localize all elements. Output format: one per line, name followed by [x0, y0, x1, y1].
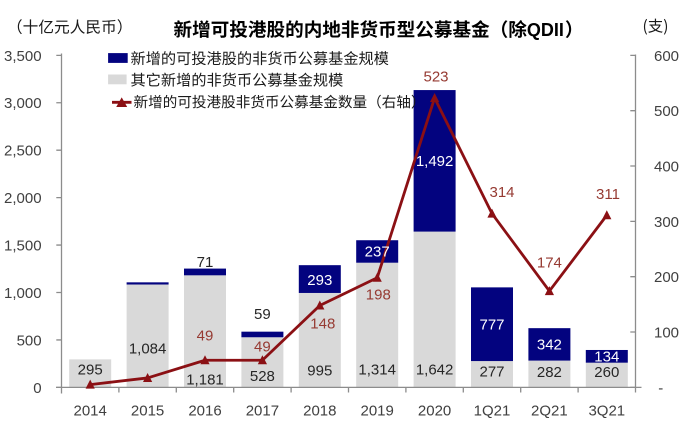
svg-text:500: 500 — [17, 332, 42, 349]
svg-text:1,181: 1,181 — [186, 371, 224, 388]
svg-text:293: 293 — [307, 272, 332, 289]
svg-text:260: 260 — [594, 364, 619, 381]
svg-text:198: 198 — [366, 287, 391, 304]
svg-text:3,500: 3,500 — [4, 48, 42, 65]
svg-text:1,642: 1,642 — [416, 361, 454, 378]
svg-text:QDII: QDII — [527, 20, 564, 40]
svg-text:237: 237 — [365, 244, 390, 261]
svg-text:600: 600 — [654, 48, 679, 65]
svg-text:1Q21: 1Q21 — [474, 402, 511, 419]
svg-text:342: 342 — [537, 337, 562, 354]
svg-text:1,500: 1,500 — [4, 238, 42, 255]
svg-text:300: 300 — [654, 214, 679, 231]
svg-text:148: 148 — [310, 315, 335, 332]
svg-text:295: 295 — [78, 362, 103, 379]
svg-text:2015: 2015 — [131, 402, 164, 419]
svg-text:2018: 2018 — [303, 402, 336, 419]
svg-text:2017: 2017 — [246, 402, 279, 419]
svg-text:2019: 2019 — [361, 402, 394, 419]
svg-text:523: 523 — [423, 68, 448, 85]
svg-text:1,314: 1,314 — [358, 361, 396, 378]
svg-text:134: 134 — [594, 348, 619, 365]
svg-text:3Q21: 3Q21 — [588, 402, 625, 419]
svg-text:777: 777 — [479, 316, 504, 333]
svg-text:2Q21: 2Q21 — [531, 402, 568, 419]
svg-text:1,492: 1,492 — [416, 153, 454, 170]
svg-text:100: 100 — [654, 324, 679, 341]
svg-text:1,084: 1,084 — [129, 340, 167, 357]
svg-text:2,500: 2,500 — [4, 143, 42, 160]
svg-text:-: - — [658, 380, 663, 397]
svg-text:2,000: 2,000 — [4, 190, 42, 207]
svg-text:59: 59 — [254, 306, 271, 323]
svg-text:995: 995 — [307, 362, 332, 379]
svg-text:49: 49 — [254, 338, 271, 355]
svg-text:500: 500 — [654, 103, 679, 120]
svg-text:314: 314 — [489, 184, 514, 201]
svg-text:1,000: 1,000 — [4, 285, 42, 302]
svg-text:49: 49 — [197, 327, 214, 344]
svg-text:3,000: 3,000 — [4, 95, 42, 112]
svg-text:174: 174 — [537, 254, 562, 271]
svg-text:71: 71 — [197, 254, 214, 271]
svg-text:2014: 2014 — [74, 402, 107, 419]
svg-text:200: 200 — [654, 269, 679, 286]
svg-text:528: 528 — [250, 368, 275, 385]
svg-text:311: 311 — [596, 186, 620, 203]
svg-text:277: 277 — [479, 363, 504, 380]
svg-text:2016: 2016 — [188, 402, 221, 419]
svg-text:400: 400 — [654, 158, 679, 175]
svg-text:282: 282 — [537, 364, 562, 381]
svg-text:2020: 2020 — [418, 402, 451, 419]
svg-text:0: 0 — [33, 380, 41, 397]
